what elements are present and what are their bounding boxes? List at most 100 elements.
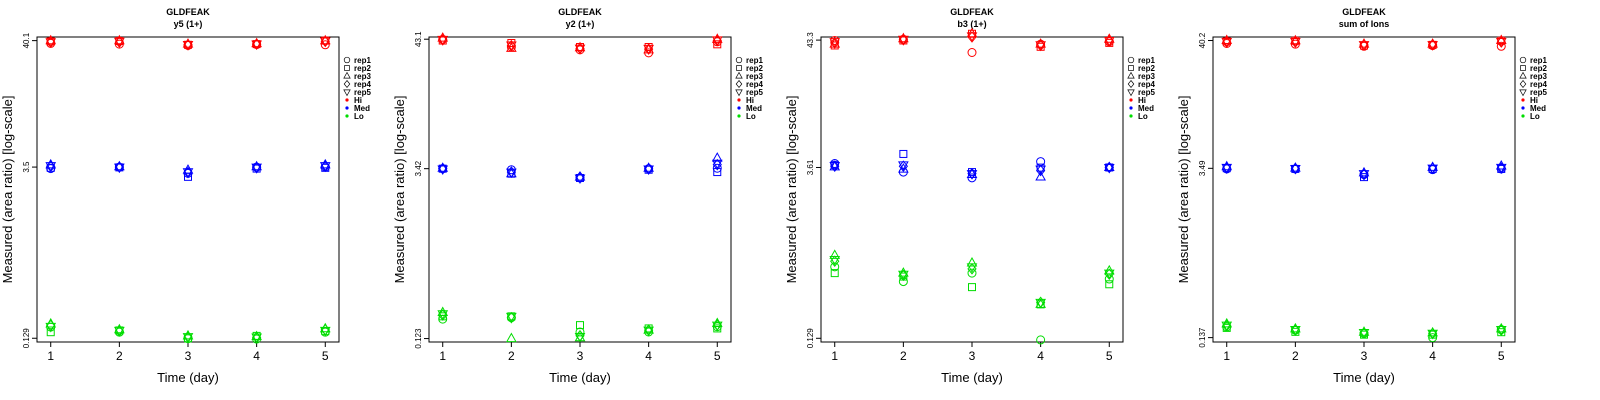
legend-marker xyxy=(735,79,743,89)
x-tick-label: 3 xyxy=(185,349,192,363)
legend-marker xyxy=(1127,56,1135,64)
x-tick-label: 2 xyxy=(116,349,123,363)
data-point xyxy=(1495,159,1507,170)
legend-marker-rep4 xyxy=(1127,79,1135,89)
data-point xyxy=(1290,326,1301,336)
data-point xyxy=(1360,173,1368,182)
chart-title: GLDFEAK xyxy=(558,7,602,17)
y-tick-label: 40.2 xyxy=(1198,32,1207,48)
data-point xyxy=(898,161,909,171)
legend-dot-lo xyxy=(737,114,741,118)
plot-frame xyxy=(1212,36,1516,343)
data-point xyxy=(45,162,57,172)
legend-dot-hi xyxy=(737,98,741,102)
legend-label: Lo xyxy=(746,112,756,121)
legend-marker-rep3 xyxy=(343,71,351,79)
legend-marker-rep2 xyxy=(1128,65,1134,71)
y-tick-label: 0.123 xyxy=(414,328,423,349)
data-point xyxy=(1103,163,1115,174)
data-point xyxy=(506,332,517,343)
legend-label: rep1 xyxy=(1138,56,1155,65)
data-point xyxy=(1290,162,1301,172)
y-axis-label: Measured (area ratio) [log-scale] xyxy=(1176,96,1191,284)
data-point xyxy=(1495,326,1507,336)
legend-dot-med xyxy=(1521,106,1525,110)
legend-marker-rep1 xyxy=(1127,56,1135,64)
y-tick-label: 43.3 xyxy=(806,32,815,48)
legend-label: rep1 xyxy=(1530,56,1547,65)
legend-marker xyxy=(1519,89,1527,97)
x-axis-label: Time (day) xyxy=(157,370,219,385)
data-point xyxy=(711,152,723,162)
data-point xyxy=(898,267,909,277)
data-point xyxy=(1035,298,1046,309)
legend-label: Hi xyxy=(746,96,754,105)
data-point xyxy=(574,44,586,55)
x-tick-label: 5 xyxy=(1498,349,1505,363)
legend-marker xyxy=(735,56,743,64)
legend-marker-rep5 xyxy=(1519,89,1527,97)
legend-marker-rep1 xyxy=(1519,56,1527,64)
data-point xyxy=(713,40,722,49)
y-tick-label: 3.49 xyxy=(1198,160,1207,176)
y-tick-label: 40.1 xyxy=(22,32,31,48)
data-point xyxy=(319,162,331,172)
legend-label: rep5 xyxy=(1530,88,1547,97)
legend-marker xyxy=(735,71,743,79)
x-axis-label: Time (day) xyxy=(1333,370,1395,385)
x-tick-label: 1 xyxy=(1223,349,1230,363)
data-point xyxy=(711,159,723,170)
data-point xyxy=(1103,36,1115,47)
data-point xyxy=(1221,321,1233,332)
legend-marker xyxy=(1128,65,1134,71)
x-tick-label: 2 xyxy=(508,349,515,363)
data-point xyxy=(1105,280,1114,289)
x-axis-label: Time (day) xyxy=(941,370,1003,385)
legend-label: rep4 xyxy=(1138,80,1155,89)
legend-dot-hi xyxy=(1129,98,1133,102)
data-point xyxy=(1427,41,1438,51)
x-tick-label: 3 xyxy=(969,349,976,363)
y-axis-label: Measured (area ratio) [log-scale] xyxy=(0,96,15,284)
x-tick-label: 1 xyxy=(47,349,54,363)
data-point xyxy=(1035,41,1046,51)
data-point xyxy=(1290,37,1301,48)
data-point xyxy=(966,257,978,267)
data-point xyxy=(967,268,977,278)
legend-marker-rep5 xyxy=(735,89,743,97)
x-tick-label: 3 xyxy=(577,349,584,363)
chart-subtitle: y2 (1+) xyxy=(566,19,595,29)
legend-label: rep3 xyxy=(746,72,763,81)
chart-title: GLDFEAK xyxy=(950,7,994,17)
legend-label: rep2 xyxy=(354,64,371,73)
legend-marker xyxy=(1519,56,1527,64)
data-point xyxy=(829,162,841,172)
legend-dot-lo xyxy=(1129,114,1133,118)
data-point xyxy=(575,327,585,337)
data-point xyxy=(643,165,654,175)
data-point xyxy=(898,277,908,287)
data-point xyxy=(506,312,517,323)
data-point xyxy=(182,41,194,51)
legend-label: Lo xyxy=(354,112,364,121)
x-tick-label: 4 xyxy=(1037,349,1044,363)
legend-label: rep3 xyxy=(1530,72,1547,81)
legend-label: Med xyxy=(1138,104,1154,113)
data-point xyxy=(576,321,584,330)
legend-marker xyxy=(343,56,351,64)
data-point xyxy=(1035,170,1046,181)
x-axis-label: Time (day) xyxy=(549,370,611,385)
legend-marker xyxy=(1127,89,1135,97)
data-point xyxy=(966,32,978,42)
legend-marker-rep2 xyxy=(1520,65,1526,71)
legend-dot-lo xyxy=(345,114,349,118)
legend-dot-hi xyxy=(1521,98,1525,102)
legend-label: Lo xyxy=(1138,112,1148,121)
data-point xyxy=(713,324,722,333)
data-point xyxy=(251,40,262,50)
chart-panel-1: GLDFEAK y5 (1+) 1 2 3 4 5 0.129 3.5 40.1 Time (day… xyxy=(0,7,371,385)
legend-marker xyxy=(344,65,350,71)
legend-label: rep3 xyxy=(1138,72,1155,81)
plot-frame xyxy=(36,36,340,343)
data-point xyxy=(1035,165,1046,176)
